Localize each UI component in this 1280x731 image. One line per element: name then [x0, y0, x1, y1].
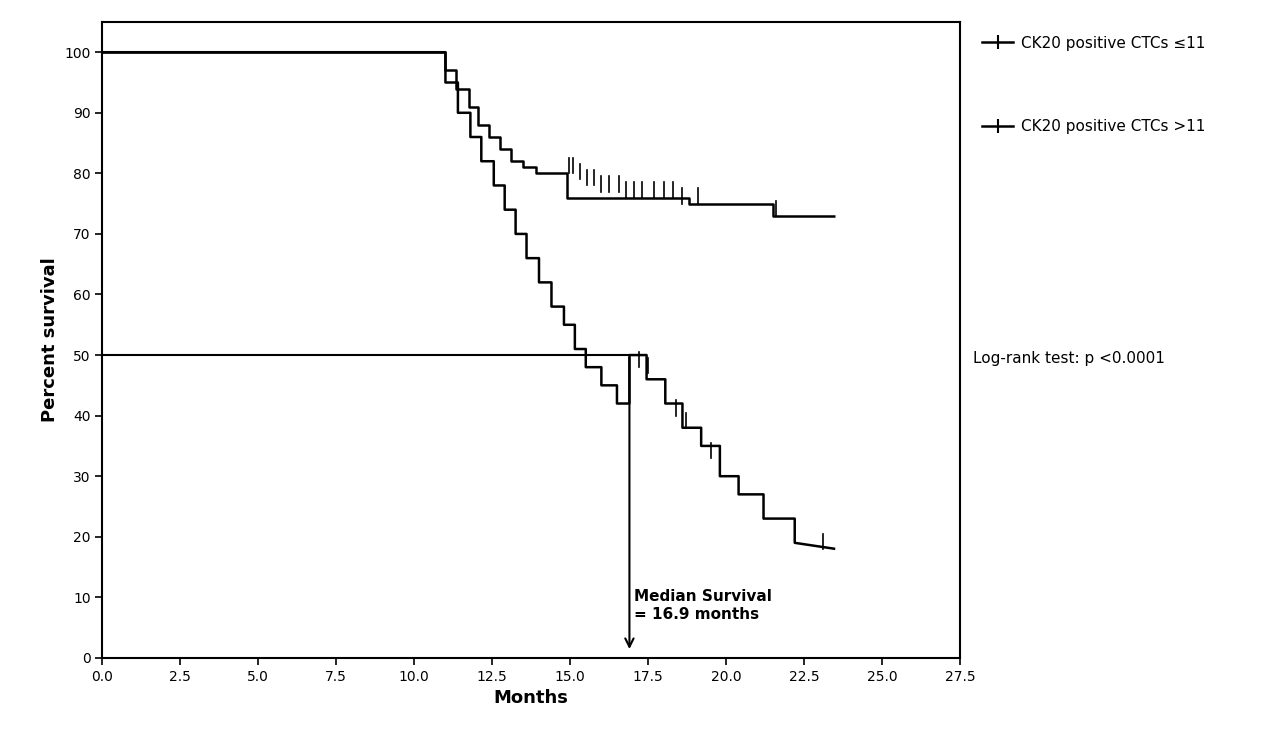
Text: Log-rank test: p <0.0001: Log-rank test: p <0.0001 [973, 352, 1165, 366]
X-axis label: Months: Months [494, 689, 568, 708]
Legend: CK20 positive CTCs ≤11, CK20 positive CTCs >11: CK20 positive CTCs ≤11, CK20 positive CT… [977, 29, 1211, 140]
Y-axis label: Percent survival: Percent survival [41, 257, 59, 423]
Text: Median Survival
= 16.9 months: Median Survival = 16.9 months [634, 589, 772, 621]
